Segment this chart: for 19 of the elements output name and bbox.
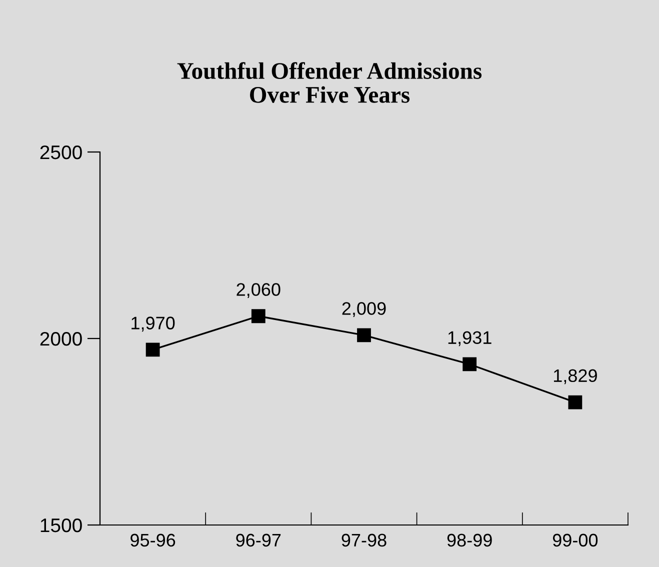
data-label: 1,931 <box>448 331 492 346</box>
data-label: 1,829 <box>554 369 597 384</box>
y-tick-label: 2500 <box>40 145 82 160</box>
x-tick-label: 95-96 <box>130 534 176 547</box>
data-label: 2,060 <box>236 283 280 298</box>
chart-title: Youthful Offender Admissions Over Five Years <box>177 62 482 103</box>
y-tick-label: 2000 <box>40 332 82 346</box>
x-tick-label: 98-99 <box>447 534 492 547</box>
point <box>251 309 266 324</box>
y-tick-label: 1500 <box>40 518 82 532</box>
data-label: 1,970 <box>132 316 175 332</box>
x-tick-label: 96-97 <box>236 534 281 547</box>
point <box>568 395 582 410</box>
data-label: 2,009 <box>342 302 386 318</box>
point <box>462 357 477 372</box>
x-tick-label: 97-98 <box>342 534 386 547</box>
x-tick-label: 99-00 <box>552 534 598 547</box>
point <box>146 342 160 357</box>
point <box>357 328 371 342</box>
